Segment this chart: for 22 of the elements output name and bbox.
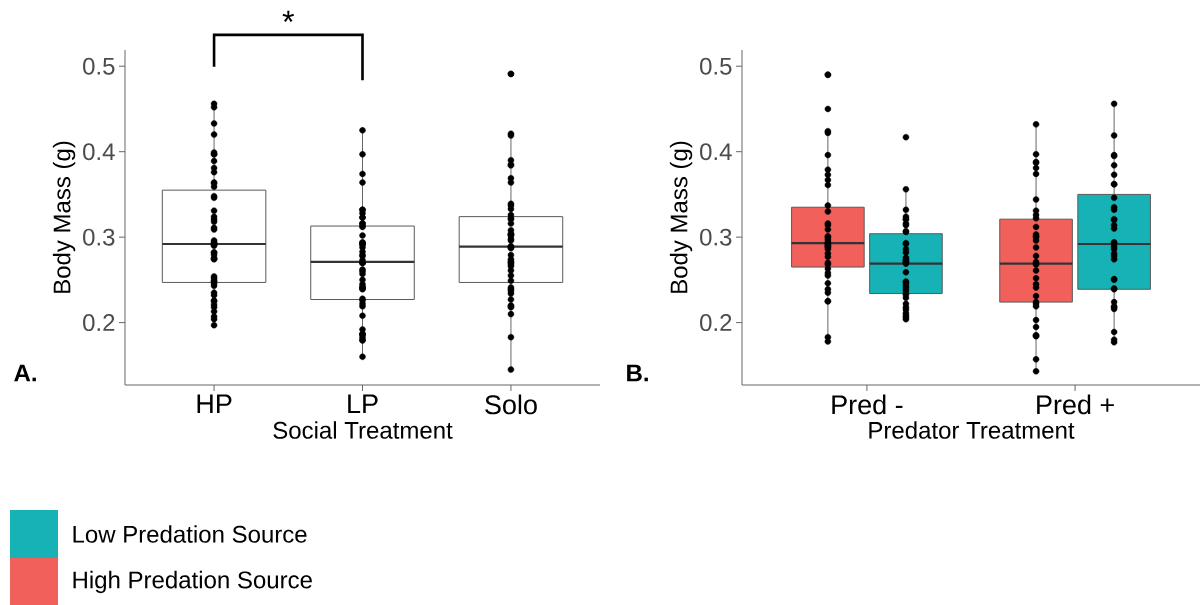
legend-label: Low Predation Source	[73, 525, 307, 543]
y-tick-label: 0.5	[700, 57, 732, 75]
y-tick-label: 0.3	[700, 228, 732, 246]
y-tick-label: 0.4	[700, 143, 732, 161]
x-axis-title: Predator Treatment	[869, 421, 1075, 439]
x-tick-label: HP	[197, 394, 232, 414]
x-tick-label: LP	[348, 394, 378, 414]
y-tick-label: 0.3	[83, 228, 115, 246]
x-tick-label: Solo	[485, 394, 537, 415]
text: B.	[627, 364, 648, 382]
x-axis-title: Social Treatment	[273, 421, 453, 439]
x-tick-label: Pred -	[832, 394, 903, 415]
text: A.	[14, 364, 36, 382]
text: *	[282, 10, 295, 22]
legend-label: High Predation Source	[73, 570, 312, 594]
x-tick-label: Pred +	[1037, 394, 1114, 415]
y-tick-label: 0.4	[83, 143, 115, 161]
y-axis-title: Body Mass (g)	[52, 141, 76, 293]
y-tick-label: 0.2	[700, 314, 732, 332]
y-axis-title: Body Mass (g)	[669, 141, 693, 293]
y-tick-label: 0.2	[83, 314, 115, 332]
y-tick-label: 0.5	[83, 57, 115, 75]
